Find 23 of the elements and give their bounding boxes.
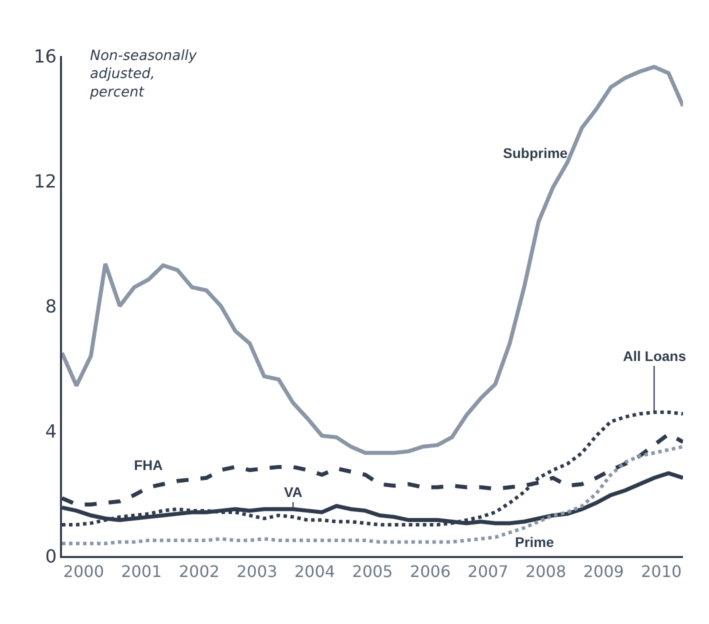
x-tick-label: 2010: [640, 562, 682, 581]
x-tick-label: 2009: [583, 562, 624, 581]
x-tick-label: 2003: [236, 562, 278, 581]
x-tick-label: 2002: [178, 562, 220, 581]
text: All Loans: [623, 348, 686, 364]
series-label: VA: [284, 484, 302, 500]
series-label: Prime: [515, 534, 554, 550]
x-tick-label: 2006: [410, 562, 451, 581]
y-tick-label: 4: [45, 421, 57, 442]
y-tick-label: 12: [34, 171, 57, 192]
series-label: Subprime: [503, 145, 568, 161]
y-tick-label: 16: [34, 46, 57, 68]
y-tick-label: 0: [45, 546, 57, 568]
series-label: FHA: [134, 457, 163, 473]
x-tick-label: 2001: [121, 562, 162, 581]
x-tick-label: 2007: [468, 562, 508, 581]
line-series: [62, 444, 683, 546]
x-tick-label: 2000: [63, 562, 104, 581]
x-tick-label: 2008: [525, 562, 566, 581]
annotation: Non-seasonally adjusted, percent: [89, 48, 198, 100]
x-tick-label: 2004: [294, 562, 336, 581]
y-tick-label: 8: [45, 296, 57, 318]
x-tick-label: 2005: [352, 562, 393, 581]
